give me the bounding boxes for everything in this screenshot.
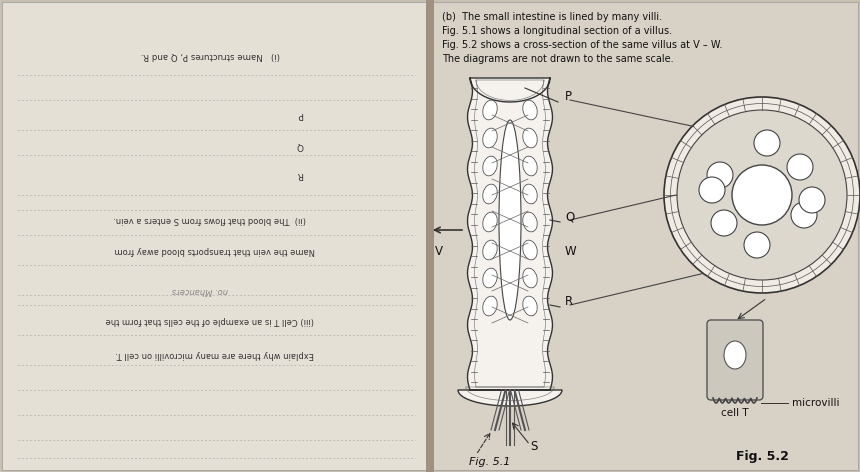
Text: no. Mhancers: no. Mhancers bbox=[172, 286, 228, 295]
Circle shape bbox=[799, 187, 825, 213]
Circle shape bbox=[677, 110, 847, 280]
Ellipse shape bbox=[724, 341, 746, 369]
Text: Fig. 5.1 shows a longitudinal section of a villus.: Fig. 5.1 shows a longitudinal section of… bbox=[442, 26, 673, 36]
FancyBboxPatch shape bbox=[426, 0, 434, 472]
Circle shape bbox=[699, 177, 725, 203]
Circle shape bbox=[744, 232, 770, 258]
Text: R: R bbox=[565, 295, 573, 308]
Ellipse shape bbox=[523, 296, 538, 316]
Ellipse shape bbox=[482, 128, 497, 148]
Text: microvilli: microvilli bbox=[792, 398, 839, 408]
Text: W: W bbox=[565, 245, 576, 258]
Text: Fig. 5.2 shows a cross-section of the same villus at V – W.: Fig. 5.2 shows a cross-section of the sa… bbox=[442, 40, 722, 50]
Text: Fig. 5.2: Fig. 5.2 bbox=[735, 450, 789, 463]
Text: R: R bbox=[297, 170, 303, 179]
Text: Explain why there are many microvilli on cell T.: Explain why there are many microvilli on… bbox=[115, 351, 315, 360]
Text: P: P bbox=[298, 110, 303, 119]
Text: Fig. 5.1: Fig. 5.1 bbox=[470, 457, 511, 467]
Text: Name the vein that transports blood away from: Name the vein that transports blood away… bbox=[114, 245, 316, 254]
Circle shape bbox=[732, 165, 792, 225]
Text: (i)   Name structures P, Q and R.: (i) Name structures P, Q and R. bbox=[140, 51, 280, 59]
Text: (ii)  The blood that flows from S enters a vein.: (ii) The blood that flows from S enters … bbox=[114, 216, 306, 225]
Text: The diagrams are not drawn to the same scale.: The diagrams are not drawn to the same s… bbox=[442, 54, 673, 64]
Ellipse shape bbox=[482, 156, 497, 176]
Ellipse shape bbox=[523, 128, 538, 148]
Circle shape bbox=[707, 162, 733, 188]
Circle shape bbox=[787, 154, 813, 180]
FancyBboxPatch shape bbox=[432, 2, 858, 470]
Ellipse shape bbox=[523, 184, 538, 204]
Ellipse shape bbox=[482, 268, 497, 288]
Circle shape bbox=[754, 130, 780, 156]
Polygon shape bbox=[458, 78, 562, 406]
FancyBboxPatch shape bbox=[2, 2, 427, 470]
Ellipse shape bbox=[499, 120, 521, 320]
Text: Q: Q bbox=[565, 210, 574, 223]
Ellipse shape bbox=[523, 156, 538, 176]
Ellipse shape bbox=[482, 100, 497, 120]
Circle shape bbox=[711, 210, 737, 236]
Ellipse shape bbox=[482, 184, 497, 204]
Ellipse shape bbox=[523, 100, 538, 120]
FancyBboxPatch shape bbox=[707, 320, 763, 400]
Text: P: P bbox=[565, 90, 572, 103]
Ellipse shape bbox=[482, 240, 497, 260]
Ellipse shape bbox=[523, 240, 538, 260]
Circle shape bbox=[664, 97, 860, 293]
Text: (b)  The small intestine is lined by many villi.: (b) The small intestine is lined by many… bbox=[442, 12, 662, 22]
Text: V: V bbox=[435, 245, 443, 258]
Text: cell T: cell T bbox=[722, 408, 749, 418]
Text: Q: Q bbox=[297, 141, 304, 150]
Ellipse shape bbox=[523, 268, 538, 288]
Text: S: S bbox=[530, 440, 538, 453]
Text: (iii) Cell T is an example of the cells that form the: (iii) Cell T is an example of the cells … bbox=[106, 315, 314, 325]
Ellipse shape bbox=[482, 212, 497, 232]
Ellipse shape bbox=[523, 212, 538, 232]
Ellipse shape bbox=[482, 296, 497, 316]
Circle shape bbox=[791, 202, 817, 228]
